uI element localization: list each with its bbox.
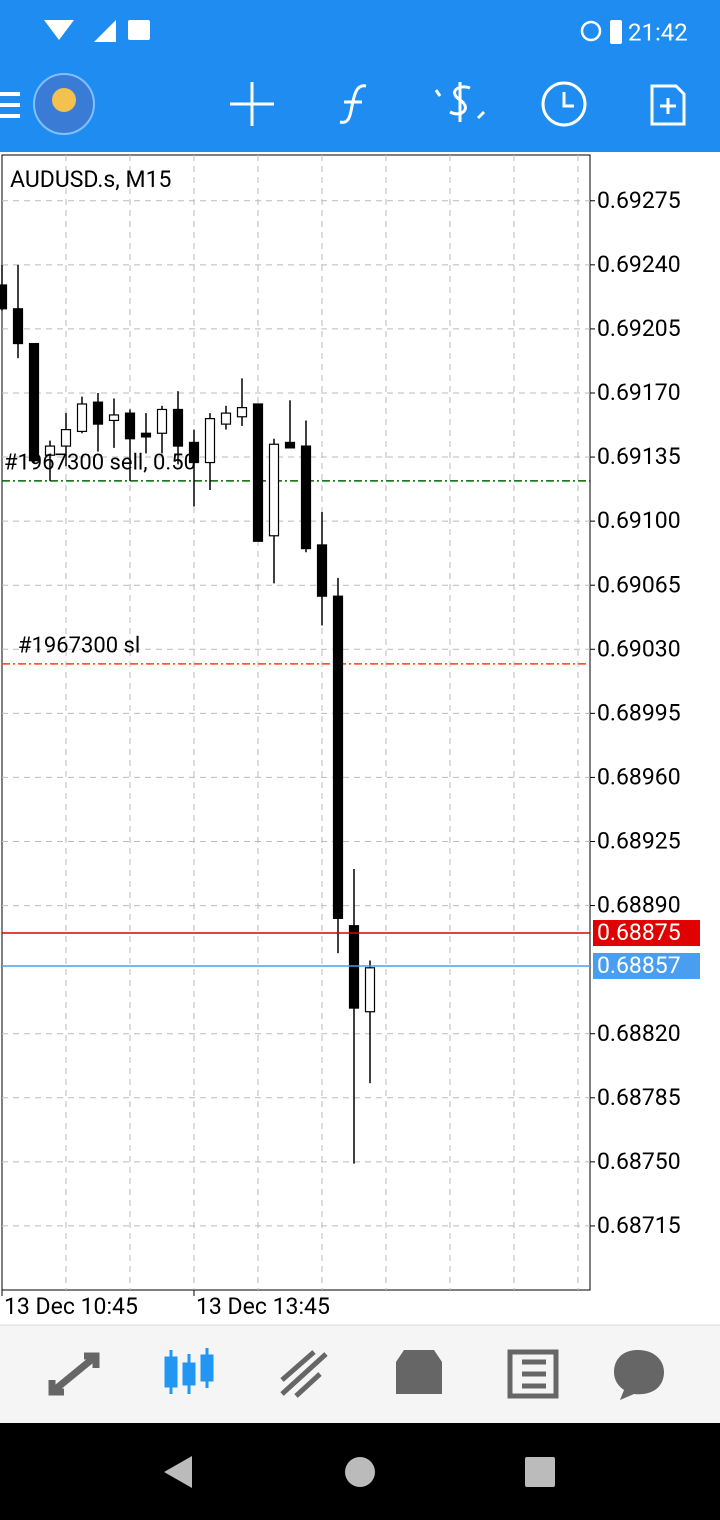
candle-body: [204, 418, 216, 464]
crosshair-button[interactable]: [230, 82, 274, 126]
price-label-bg: [593, 952, 700, 979]
history-tab[interactable]: [396, 1350, 442, 1394]
y-tick-label: 0.68785: [597, 1084, 681, 1111]
candle-body: [28, 342, 40, 462]
news-tab[interactable]: [507, 1349, 559, 1399]
chart-tab[interactable]: [164, 1348, 214, 1394]
new-chart-button[interactable]: [650, 84, 686, 126]
y-tick-label: 0.69240: [597, 251, 681, 278]
y-tick-label: 0.68715: [597, 1212, 681, 1239]
y-tick-label: 0.69065: [597, 571, 681, 598]
period-button[interactable]: [541, 81, 587, 127]
trade-button[interactable]: [434, 82, 486, 122]
battery-icon: [610, 20, 622, 44]
candle-body: [188, 441, 200, 464]
candle-body: [252, 403, 264, 542]
home-button[interactable]: [345, 1457, 375, 1487]
candle-body: [332, 595, 344, 919]
candle-body: [220, 412, 232, 425]
y-tick-label: 0.69275: [597, 187, 681, 214]
candle-body: [44, 445, 56, 456]
chat-tab[interactable]: [614, 1350, 664, 1400]
y-tick-label: 0.69205: [597, 315, 681, 342]
y-tick-label: 0.68750: [597, 1148, 681, 1175]
candle-body: [348, 925, 360, 1009]
menu-button[interactable]: [0, 92, 20, 118]
chart-bg: [0, 152, 720, 1325]
candle-body: [60, 428, 72, 447]
candle-body: [76, 403, 88, 433]
order-label: #1967300 sell, 0.50: [4, 451, 196, 476]
candle-body: [172, 408, 184, 447]
alarm-icon: [580, 20, 602, 42]
candle-body: [0, 284, 8, 310]
order-label: #1967300 sl: [18, 634, 140, 659]
candle-body: [124, 412, 136, 440]
y-tick-label: 0.69170: [597, 379, 681, 406]
y-tick-label: 0.69135: [597, 443, 681, 470]
menu-line: [0, 114, 20, 118]
candle-body: [108, 414, 120, 422]
candle-body: [156, 408, 168, 434]
trade-tab[interactable]: [280, 1350, 328, 1398]
image-icon: [128, 20, 150, 40]
y-tick-label: 0.68960: [597, 763, 681, 790]
candle-body: [92, 401, 104, 425]
signal-icon: [94, 20, 116, 42]
menu-line: [0, 92, 20, 96]
candle-body: [364, 967, 376, 1013]
recents-button[interactable]: [525, 1457, 555, 1487]
y-tick-label: 0.69030: [597, 635, 681, 662]
bottom-nav: [48, 1348, 664, 1400]
indicator-button[interactable]: [339, 84, 367, 124]
y-tick-label: 0.68890: [597, 892, 681, 919]
status-icons: [44, 20, 622, 44]
candle-body: [268, 443, 280, 537]
clock-hand: [562, 92, 574, 108]
wifi-icon: [44, 20, 74, 40]
price-label-bg: [593, 920, 700, 947]
y-tick-label: 0.68925: [597, 828, 681, 855]
price-label: 0.68857: [597, 952, 681, 979]
y-tick-label: 0.69100: [597, 507, 681, 534]
candle-body: [140, 432, 152, 438]
back-button[interactable]: [164, 1456, 192, 1488]
candle-body: [12, 308, 24, 345]
price-label: 0.68875: [597, 919, 681, 946]
x-tick-label: 13 Dec 10:45: [4, 1293, 138, 1320]
candle-body: [316, 544, 328, 597]
toolbar: [230, 81, 686, 127]
plot: [0, 155, 595, 1296]
candle-body: [300, 445, 312, 550]
menu-line: [0, 103, 20, 107]
bottom-nav-bg: [0, 1325, 720, 1423]
candle-body: [284, 441, 296, 449]
chart-title: AUDUSD.s, M15: [10, 166, 172, 193]
status-time: 21:42: [628, 18, 688, 46]
quotes-tab[interactable]: [48, 1352, 100, 1396]
app-bar-bg: [0, 0, 720, 152]
y-tick-label: 0.68995: [597, 699, 681, 726]
candle-body: [236, 407, 248, 418]
logo-inner: [52, 88, 76, 112]
x-tick-label: 13 Dec 13:45: [196, 1293, 330, 1320]
y-tick-label: 0.68820: [597, 1020, 681, 1047]
plot-frame: [1, 154, 591, 1291]
